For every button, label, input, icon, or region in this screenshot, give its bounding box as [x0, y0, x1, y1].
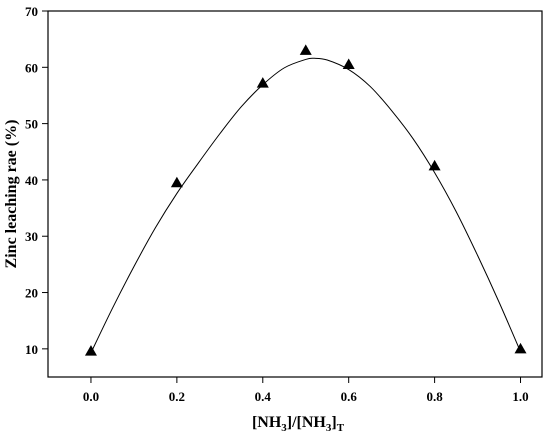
y-tick-label: 20	[25, 286, 38, 301]
x-tick-label: 0.0	[83, 389, 99, 404]
data-point	[342, 58, 355, 69]
y-tick-label: 60	[25, 60, 38, 75]
data-point	[299, 44, 312, 55]
data-point	[170, 176, 183, 188]
fit-curve	[90, 57, 521, 354]
plot-frame	[47, 10, 543, 378]
y-tick-label: 10	[25, 342, 38, 357]
marker-group	[84, 44, 527, 356]
y-axis-title: Zinc leaching rae (%)	[3, 120, 20, 269]
y-tick-label: 50	[25, 117, 38, 132]
data-point	[514, 342, 527, 354]
y-tick-label: 40	[25, 173, 38, 188]
x-tick-label: 0.8	[426, 389, 443, 404]
x-tick-label: 0.4	[255, 389, 272, 404]
x-tick-label: 0.6	[341, 389, 358, 404]
data-point	[84, 345, 97, 356]
x-tick-label: 0.2	[169, 389, 185, 404]
x-axis-title: [NH3]/[NH3]T	[252, 414, 345, 434]
data-point	[428, 159, 441, 171]
y-tick-label: 70	[25, 4, 38, 19]
x-tick-label: 1.0	[512, 389, 528, 404]
data-point	[256, 77, 269, 88]
tick-group: 0.0 0.2 0.4 0.6 0.8 1.0 10 20 30 40 50 60 70	[25, 4, 529, 404]
y-tick-label: 30	[25, 229, 38, 244]
